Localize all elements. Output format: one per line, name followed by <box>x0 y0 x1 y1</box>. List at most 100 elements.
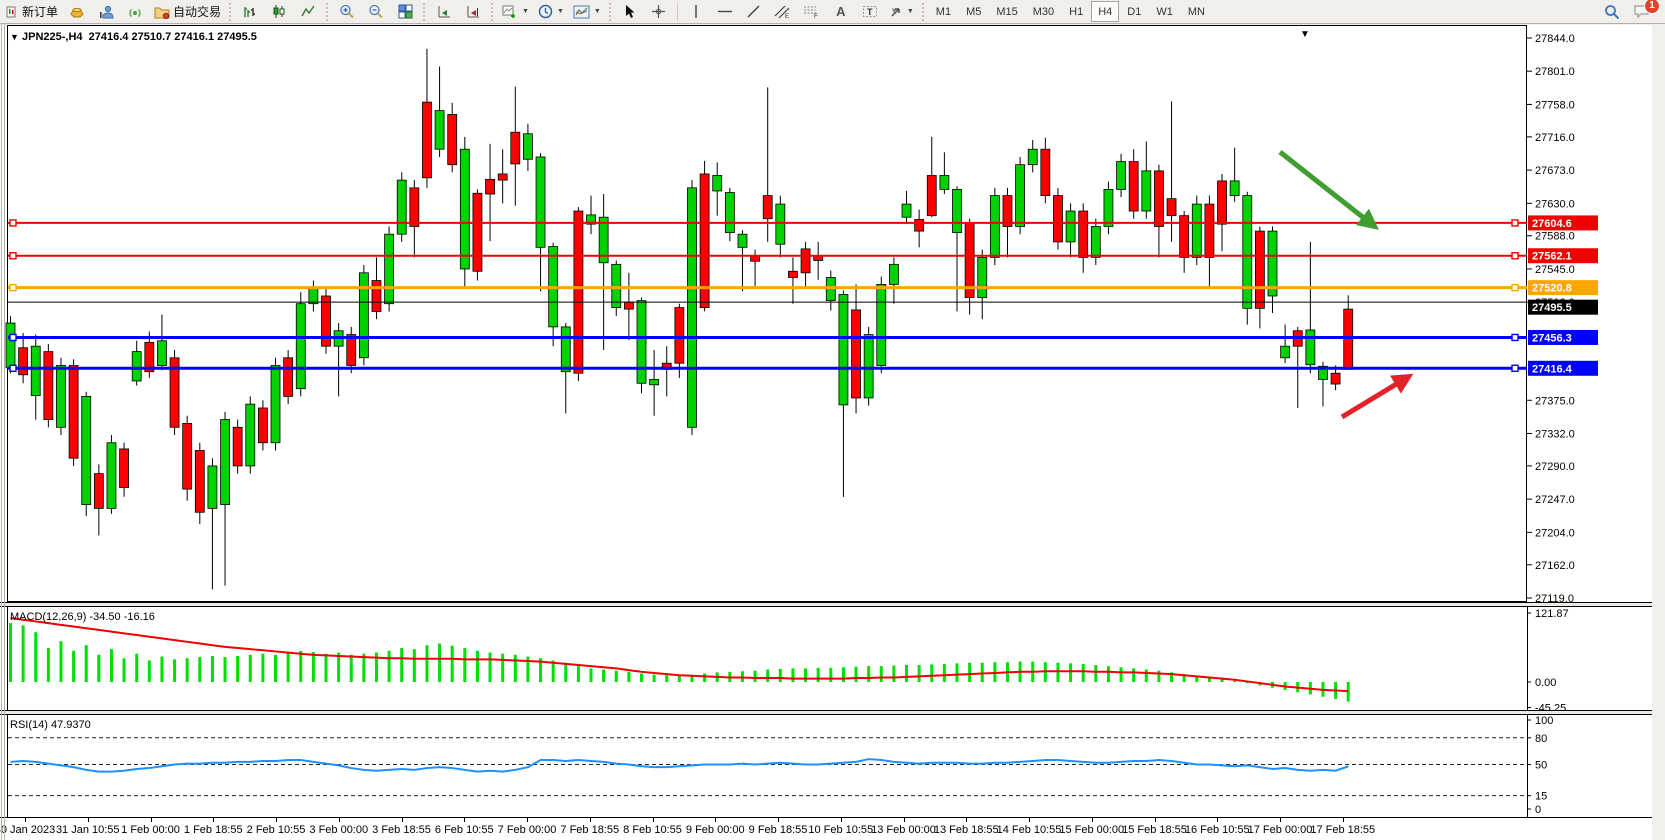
quote-line: 27416.4 27510.7 27416.1 27495.5 <box>88 31 257 43</box>
bar-chart-button[interactable] <box>236 1 264 23</box>
macd-tick-label: -45.25 <box>1535 703 1566 710</box>
text-label-button[interactable]: T <box>856 1 884 23</box>
timeframe-d1[interactable]: D1 <box>1127 5 1142 18</box>
new-order-button[interactable]: 新订单 <box>2 1 62 23</box>
market-watch-button[interactable] <box>92 1 120 23</box>
toolbar-grip[interactable] <box>490 2 496 21</box>
templates-icon <box>573 5 590 18</box>
horizontal-line-button[interactable] <box>711 1 739 23</box>
candlestick-chart-button[interactable] <box>265 1 293 23</box>
arrow-tools-button[interactable]: ▼ <box>885 1 918 23</box>
symbol-dropdown-icon[interactable]: ▼ <box>10 32 19 42</box>
search-button[interactable] <box>1598 1 1626 23</box>
timeframe-mn[interactable]: MN <box>1187 5 1205 18</box>
templates-button[interactable]: ▼ <box>569 1 605 23</box>
scroll-marker-icon[interactable]: ▼ <box>1300 29 1310 40</box>
line-chart-icon <box>300 5 315 17</box>
candle <box>1116 161 1126 190</box>
line-handle[interactable] <box>9 333 17 342</box>
price-tick-label: 27588.0 <box>1535 231 1575 243</box>
new-chart-button[interactable]: ▼ <box>498 1 533 23</box>
candle <box>863 334 874 399</box>
rsi-panel[interactable]: 100 80 50 15 0 <box>0 715 1652 817</box>
time-tick <box>1280 818 1281 822</box>
cursor-button[interactable] <box>616 1 644 23</box>
line-handle[interactable] <box>1511 333 1519 342</box>
line-handle[interactable] <box>1511 252 1519 260</box>
equidistant-channel-icon: E <box>774 5 790 19</box>
time-tick-label: 6 Feb 10:55 <box>434 824 494 836</box>
candle <box>1217 180 1227 225</box>
price-chart[interactable]: 27844.0 27801.0 27758.0 27716.0 27673.0 27630… <box>0 25 1652 605</box>
zoom-out-button[interactable] <box>362 1 390 23</box>
chart-shift-button[interactable] <box>459 1 487 23</box>
timeframe-m30[interactable]: M30 <box>1032 5 1055 18</box>
toolbar-grip[interactable] <box>325 2 331 21</box>
vertical-line-icon <box>695 5 697 18</box>
panel-splitter[interactable] <box>0 710 1652 715</box>
candle <box>422 101 432 179</box>
current-price-label <box>1528 299 1598 315</box>
time-tick-label: 17 Feb 18:55 <box>1310 824 1376 836</box>
macd-panel[interactable]: 121.87 0.00 -45.25 <box>0 607 1652 715</box>
timeframe-m5[interactable]: M5 <box>966 5 982 18</box>
signal-icon <box>128 8 141 17</box>
toolbar-grip[interactable] <box>228 2 234 21</box>
signal-button[interactable] <box>121 1 149 23</box>
timeframe-h1[interactable]: H1 <box>1069 5 1084 18</box>
svg-text:27562.1: 27562.1 <box>1532 251 1572 263</box>
notifications-button[interactable]: 1 <box>1627 0 1660 23</box>
toolbar-grip[interactable] <box>607 2 613 21</box>
autotrade-button[interactable]: 自动交易 <box>150 1 225 23</box>
red-arrow[interactable] <box>1340 373 1414 420</box>
line-handle[interactable] <box>1511 219 1519 227</box>
autotrade-icon <box>154 7 170 19</box>
chevron-down-icon: ▼ <box>556 8 564 15</box>
candle <box>459 148 470 270</box>
candle <box>724 192 735 234</box>
candle <box>257 407 268 444</box>
line-chart-button[interactable] <box>294 1 322 23</box>
timeframe-m15[interactable]: M15 <box>996 5 1018 18</box>
vertical-line-button[interactable] <box>682 1 710 23</box>
time-axis[interactable]: 30 Jan 2023 31 Jan 10:55 1 Feb 00:00 1 Feb … <box>0 817 1652 840</box>
candle <box>472 192 483 272</box>
candle <box>1040 148 1051 196</box>
timeframe-w1[interactable]: W1 <box>1156 5 1173 18</box>
timeframe-h4[interactable]: H4 <box>1091 1 1120 22</box>
equidistant-channel-button[interactable]: E <box>769 1 797 23</box>
line-handle[interactable] <box>1511 364 1519 372</box>
text-button[interactable]: A <box>836 4 846 19</box>
panel-splitter[interactable] <box>0 602 1652 607</box>
line-handle[interactable] <box>1511 283 1519 292</box>
time-tick <box>1217 818 1219 822</box>
timeframe-m1[interactable]: M1 <box>935 5 952 18</box>
timeframe-toolbar: M1 M5 M15 M30 H1 H4 D1 W1 MN <box>929 1 1212 22</box>
trendline-button[interactable] <box>740 1 768 23</box>
candle <box>308 287 319 305</box>
crosshair-button[interactable] <box>645 1 673 23</box>
price-tick-label: 27716.0 <box>1535 132 1575 144</box>
candle <box>371 280 382 312</box>
candle <box>232 426 243 467</box>
line-handle[interactable] <box>9 283 17 292</box>
line-handle[interactable] <box>9 219 17 227</box>
autotrade-label: 自动交易 <box>173 5 222 19</box>
line-handle[interactable] <box>9 364 17 372</box>
fibonacci-button[interactable]: F <box>798 1 826 23</box>
gold-ingot-button[interactable] <box>63 1 91 23</box>
green-arrow[interactable] <box>1278 150 1379 230</box>
candle <box>207 465 218 509</box>
time-tick-label: 10 Feb 10:55 <box>808 824 874 836</box>
new-order-icon <box>6 6 16 18</box>
periods-button[interactable]: ▼ <box>534 1 568 23</box>
candle <box>283 357 294 397</box>
tile-windows-button[interactable] <box>391 1 419 23</box>
zoom-in-button[interactable] <box>333 1 361 23</box>
periods-icon <box>538 4 553 19</box>
toolbar-grip[interactable] <box>920 2 926 21</box>
toolbar-grip[interactable] <box>422 2 428 21</box>
time-tick-label: 8 Feb 10:55 <box>623 824 682 836</box>
line-handle[interactable] <box>9 252 17 260</box>
auto-scroll-button[interactable] <box>430 1 458 23</box>
